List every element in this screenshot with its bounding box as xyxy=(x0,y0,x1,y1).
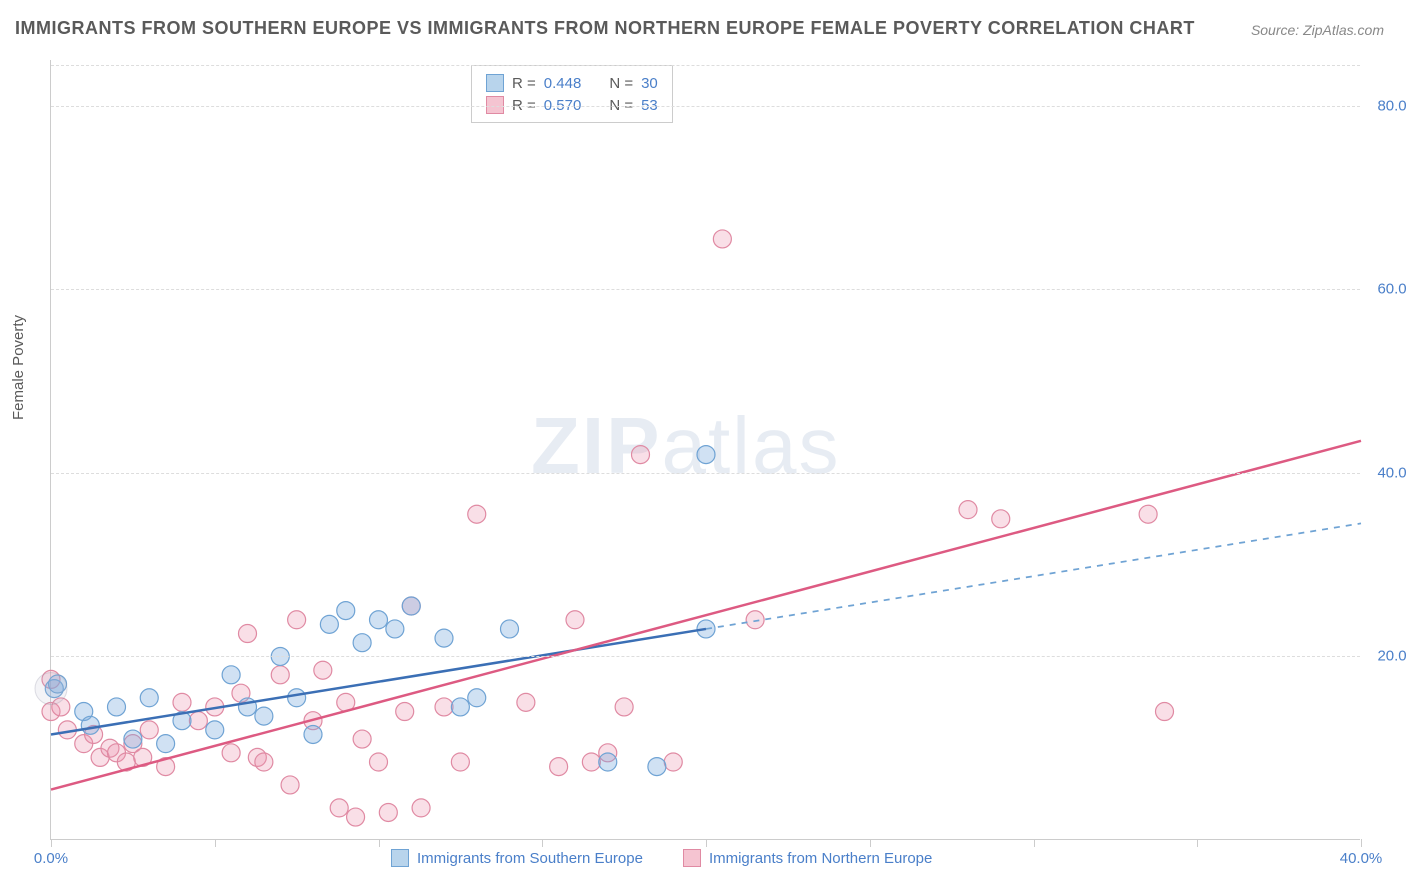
x-tick xyxy=(1197,839,1198,847)
scatter-point-southern xyxy=(386,620,404,638)
scatter-point-southern xyxy=(435,629,453,647)
scatter-point-northern xyxy=(353,730,371,748)
scatter-point-southern xyxy=(255,707,273,725)
x-tick xyxy=(51,839,52,847)
scatter-point-northern xyxy=(347,808,365,826)
scatter-point-northern xyxy=(992,510,1010,528)
chart-plot-area: ZIPatlas R =0.448N =30R =0.570N =53 Immi… xyxy=(50,60,1360,840)
x-tick xyxy=(542,839,543,847)
scatter-point-southern xyxy=(288,689,306,707)
chart-svg xyxy=(51,60,1360,839)
scatter-point-northern xyxy=(140,721,158,739)
scatter-point-northern xyxy=(255,753,273,771)
x-tick xyxy=(706,839,707,847)
series-legend-label: Immigrants from Southern Europe xyxy=(417,850,643,867)
scatter-point-northern xyxy=(173,693,191,711)
scatter-point-southern xyxy=(124,730,142,748)
scatter-point-northern xyxy=(370,753,388,771)
scatter-point-northern xyxy=(239,625,257,643)
x-tick-label: 0.0% xyxy=(34,850,68,867)
legend-swatch xyxy=(683,849,701,867)
scatter-point-southern xyxy=(320,615,338,633)
x-tick xyxy=(379,839,380,847)
scatter-point-northern xyxy=(550,758,568,776)
scatter-point-southern xyxy=(353,634,371,652)
scatter-point-northern xyxy=(271,666,289,684)
scatter-point-northern xyxy=(517,693,535,711)
scatter-point-southern xyxy=(402,597,420,615)
scatter-point-southern xyxy=(222,666,240,684)
scatter-point-southern xyxy=(81,716,99,734)
scatter-point-northern xyxy=(746,611,764,629)
scatter-point-northern xyxy=(1156,703,1174,721)
scatter-point-northern xyxy=(582,753,600,771)
gridline xyxy=(51,656,1360,657)
scatter-point-northern xyxy=(959,501,977,519)
scatter-point-southern xyxy=(206,721,224,739)
scatter-point-southern xyxy=(501,620,519,638)
legend-swatch xyxy=(486,74,504,92)
scatter-point-southern xyxy=(304,725,322,743)
chart-title: IMMIGRANTS FROM SOUTHERN EUROPE VS IMMIG… xyxy=(15,18,1195,39)
y-tick-label: 60.0% xyxy=(1377,281,1406,298)
scatter-point-northern xyxy=(435,698,453,716)
scatter-point-northern xyxy=(281,776,299,794)
scatter-point-southern xyxy=(370,611,388,629)
scatter-point-northern xyxy=(396,703,414,721)
scatter-point-northern xyxy=(314,661,332,679)
stats-legend: R =0.448N =30R =0.570N =53 xyxy=(471,65,673,123)
legend-r-label: R = xyxy=(512,75,536,92)
scatter-point-southern xyxy=(157,735,175,753)
scatter-point-northern xyxy=(632,446,650,464)
scatter-point-northern xyxy=(412,799,430,817)
scatter-point-northern xyxy=(222,744,240,762)
scatter-point-southern xyxy=(697,446,715,464)
scatter-point-northern xyxy=(664,753,682,771)
scatter-point-southern xyxy=(108,698,126,716)
gridline xyxy=(51,65,1360,66)
x-tick xyxy=(1034,839,1035,847)
y-tick-label: 20.0% xyxy=(1377,648,1406,665)
scatter-point-northern xyxy=(189,712,207,730)
origin-cluster xyxy=(35,673,67,705)
scatter-point-northern xyxy=(615,698,633,716)
scatter-point-southern xyxy=(451,698,469,716)
scatter-point-northern xyxy=(288,611,306,629)
scatter-point-northern xyxy=(379,803,397,821)
gridline xyxy=(51,289,1360,290)
regression-line-northern xyxy=(51,441,1361,790)
regression-line-southern xyxy=(51,629,706,735)
series-legend-item: Immigrants from Northern Europe xyxy=(683,849,932,867)
x-tick xyxy=(870,839,871,847)
scatter-point-northern xyxy=(566,611,584,629)
x-tick-label: 40.0% xyxy=(1340,850,1383,867)
scatter-point-southern xyxy=(648,758,666,776)
scatter-point-southern xyxy=(599,753,617,771)
series-legend-label: Immigrants from Northern Europe xyxy=(709,850,932,867)
series-legend: Immigrants from Southern Europe Immigrant… xyxy=(391,849,932,867)
scatter-point-northern xyxy=(451,753,469,771)
scatter-point-southern xyxy=(337,602,355,620)
regression-line-southern-extrapolated xyxy=(706,523,1361,629)
gridline xyxy=(51,473,1360,474)
legend-swatch xyxy=(391,849,409,867)
y-axis-label: Female Poverty xyxy=(10,315,27,420)
legend-n-label: N = xyxy=(609,75,633,92)
scatter-point-southern xyxy=(140,689,158,707)
scatter-point-northern xyxy=(1139,505,1157,523)
x-tick xyxy=(215,839,216,847)
legend-r-value: 0.448 xyxy=(544,75,582,92)
y-tick-label: 80.0% xyxy=(1377,97,1406,114)
y-tick-label: 40.0% xyxy=(1377,464,1406,481)
gridline xyxy=(51,106,1360,107)
stats-legend-row: R = 0.448 N = 30 xyxy=(486,72,658,94)
source-attribution: Source: ZipAtlas.com xyxy=(1251,22,1384,38)
scatter-point-northern xyxy=(330,799,348,817)
legend-n-value: 30 xyxy=(641,75,658,92)
x-tick xyxy=(1361,839,1362,847)
scatter-point-northern xyxy=(468,505,486,523)
scatter-point-northern xyxy=(713,230,731,248)
series-legend-item: Immigrants from Southern Europe xyxy=(391,849,643,867)
scatter-point-southern xyxy=(468,689,486,707)
